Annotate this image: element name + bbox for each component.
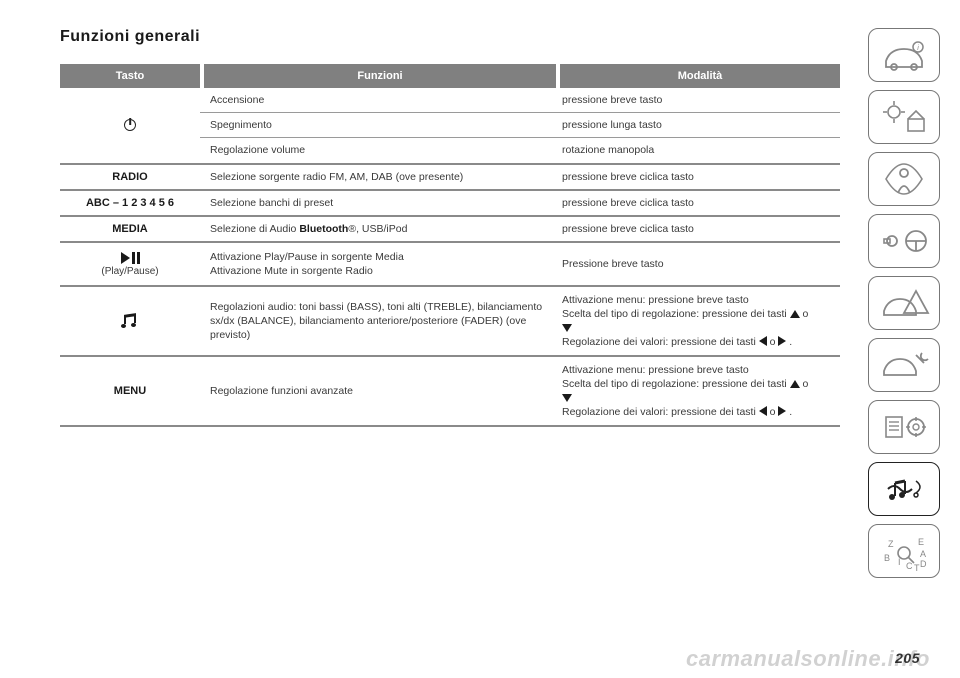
watermark: carmanualsonline.info [686,646,930,672]
triangle-left-icon [759,406,767,416]
cell-modalita: pressione breve ciclica tasto [556,222,840,236]
svg-text:E: E [918,537,924,547]
cell-funzioni: Spegnimento [200,118,556,132]
row-power: Accensione pressione breve tasto Spegnim… [60,88,840,165]
tab-maintenance[interactable] [868,338,940,392]
tab-multimedia[interactable] [868,462,940,516]
svg-text:B: B [884,553,890,563]
page-number: 205 [895,650,920,666]
cell-funzioni: Accensione [200,93,556,107]
cell-modalita: Attivazione menu: pressione breve tasto … [556,293,840,350]
triangle-up-icon [790,380,800,388]
triangle-down-icon [562,394,572,402]
cell-modalita: rotazione manopola [556,143,840,157]
text-line: Scelta del tipo di regolazione: pression… [562,307,840,335]
cell-funzioni: Selezione banchi di preset [200,196,556,210]
play-pause-icon [121,252,140,264]
cell-funzioni: Regolazione funzioni avanzate [200,384,556,398]
text-line: Attivazione menu: pressione breve tasto [562,293,840,307]
svg-text:A: A [920,549,926,559]
power-icon [124,119,136,131]
col-header-modalita: Modalità [560,64,840,88]
svg-text:Z: Z [888,539,894,549]
triangle-left-icon [759,336,767,346]
svg-text:i: i [917,45,919,52]
key-abc: ABC – 1 2 3 4 5 6 [60,197,200,209]
tab-vehicle-info[interactable]: i [868,28,940,82]
row-audio: Regolazioni audio: toni bassi (BASS), to… [60,287,840,357]
svg-text:C: C [906,561,913,571]
cell-modalita: pressione lunga tasto [556,118,840,132]
tab-starting-driving[interactable] [868,214,940,268]
tab-emergency[interactable] [868,276,940,330]
svg-text:T: T [914,563,920,571]
text-line: Attivazione menu: pressione breve tasto [562,363,840,377]
key-menu: MENU [60,385,200,397]
text-line: Scelta del tipo di regolazione: pression… [562,377,840,405]
row-media: MEDIA Selezione di Audio Bluetooth®, USB… [60,217,840,243]
text-line: Regolazione dei valori: pressione dei ta… [562,335,840,349]
tab-specifications[interactable] [868,400,940,454]
cell-funzioni: Selezione di Audio Bluetooth®, USB/iPod [200,222,556,236]
cell-funzioni: Selezione sorgente radio FM, AM, DAB (ov… [200,170,556,184]
functions-table: Tasto Funzioni Modalità Accensione press… [60,64,840,427]
sidebar: i ZBEADICT [868,28,940,578]
text-line: Regolazione dei valori: pressione dei ta… [562,405,840,419]
cell-funzioni: Attivazione Play/Pause in sorgente Media… [200,250,556,278]
col-header-tasto: Tasto [60,64,200,88]
col-header-funzioni: Funzioni [204,64,556,88]
key-radio: RADIO [60,171,200,183]
row-abc: ABC – 1 2 3 4 5 6 Selezione banchi di pr… [60,191,840,217]
tab-safety[interactable] [868,152,940,206]
cell-funzioni: Regolazione volume [200,143,556,157]
cell-modalita: Attivazione menu: pressione breve tasto … [556,363,840,420]
triangle-up-icon [790,310,800,318]
text-line: Attivazione Play/Pause in sorgente Media [210,250,550,264]
cell-funzioni: Regolazioni audio: toni bassi (BASS), to… [200,300,556,343]
cell-modalita: Pressione breve tasto [556,257,840,271]
tab-index[interactable]: ZBEADICT [868,524,940,578]
text-prefix: Selezione di Audio [210,223,299,235]
row-menu: MENU Regolazione funzioni avanzate Attiv… [60,357,840,427]
triangle-down-icon [562,324,572,332]
section-title: Funzioni generali [60,28,960,46]
key-playpause-sub: (Play/Pause) [101,266,158,277]
tab-lights[interactable] [868,90,940,144]
key-media: MEDIA [60,223,200,235]
table-header-row: Tasto Funzioni Modalità [60,64,840,88]
row-playpause: (Play/Pause) Attivazione Play/Pause in s… [60,243,840,287]
cell-modalita: pressione breve ciclica tasto [556,196,840,210]
music-notes-icon [122,314,138,328]
svg-text:D: D [920,559,927,569]
cell-modalita: pressione breve tasto [556,93,840,107]
text-suffix: ®, USB/iPod [348,223,407,235]
text-line: Attivazione Mute in sorgente Radio [210,264,550,278]
row-radio: RADIO Selezione sorgente radio FM, AM, D… [60,165,840,191]
cell-modalita: pressione breve ciclica tasto [556,170,840,184]
text-bluetooth: Bluetooth [299,223,348,235]
